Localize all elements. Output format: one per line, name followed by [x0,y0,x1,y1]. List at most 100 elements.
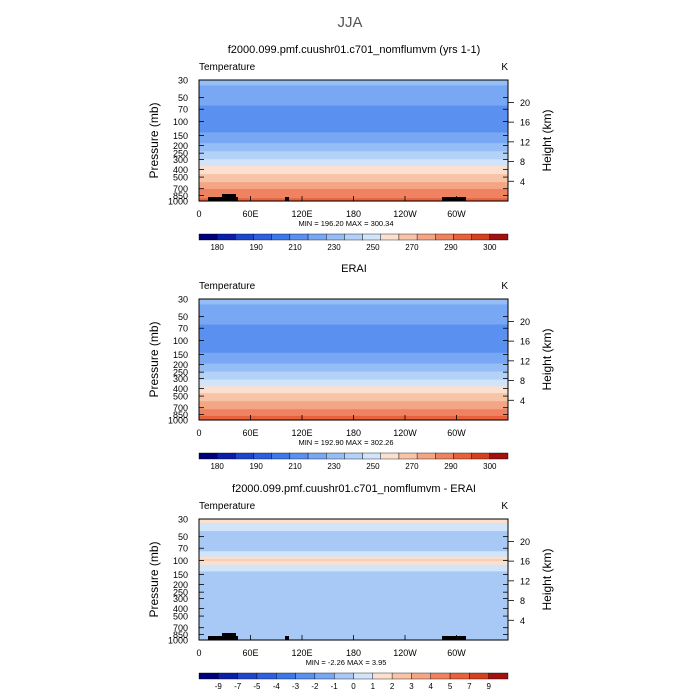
colorbar-swatch [372,672,393,680]
colorbar-label: 270 [405,243,419,252]
contour-band [199,401,508,404]
y-tick-label: 400 [173,165,188,175]
y-tick-label: 850 [173,410,188,420]
x-tick-label: 180 [346,209,361,219]
colorbar-swatch [362,233,381,241]
min-max-stats: MIN = -2.26 MAX = 3.95 [306,658,387,667]
y-tick-label: 100 [173,556,188,566]
colorbar-label: 1 [371,682,376,691]
chart-title: ERAI [341,263,367,275]
contour-band [199,331,508,334]
contour-band [199,94,508,97]
contour-band [199,619,508,622]
contour-band [199,128,508,131]
contour-band [199,105,508,108]
contour-band [199,630,508,633]
contour-band [199,399,508,402]
contour-band [199,397,508,400]
contour-band [199,547,508,550]
contour-band [199,325,508,328]
contour-band [199,556,508,559]
y-tick-label: 250 [173,368,188,378]
y2-tick-label: 8 [520,376,525,386]
colorbar-swatch [435,233,454,241]
colorbar-label: 180 [210,243,224,252]
contour-band [199,125,508,128]
contour-band [199,167,508,170]
contour-band [199,406,508,409]
contour-band [199,371,508,374]
contour-band [199,543,508,546]
contour-band [199,316,508,319]
contour-band [199,328,508,331]
contour-band [199,356,508,359]
contour-band [199,567,508,570]
contour-band [199,343,508,346]
colorbar-swatch [489,233,509,241]
x-tick-label: 60W [447,209,466,219]
contour-band [199,335,508,338]
contour-band [199,615,508,618]
contour-band [199,315,508,318]
contour-band [199,584,508,587]
y2-tick-label: 8 [520,596,525,606]
contour-band [199,372,508,375]
contour-fill [199,80,508,202]
colorbar-label: 250 [366,243,380,252]
colorbar-label: 4 [429,682,434,691]
y-axis-label: Pressure (mb) [147,102,161,178]
contour-band [199,108,508,111]
x-tick-label: 60W [447,428,466,438]
colorbar-swatch [430,672,451,680]
colorbar-label: 190 [249,462,263,471]
contour-band [199,139,508,142]
contour-band [199,92,508,95]
y-axis-label: Pressure (mb) [147,541,161,617]
contour-band [199,580,508,583]
contour-band [199,299,508,301]
contour-band [199,363,508,366]
colorbar-swatch [453,452,472,460]
colorbar-label: 210 [288,462,302,471]
contour-band [199,403,508,406]
colorbar-label: 9 [486,682,491,691]
y-tick-label: 400 [173,604,188,614]
colorbar-label: 230 [327,462,341,471]
contour-band [199,364,508,367]
contour-band [199,402,508,405]
contour-band [199,389,508,392]
y-axis-label: Pressure (mb) [147,321,161,397]
colorbar-swatch [380,452,400,460]
contour-band [199,536,508,539]
colorbar-swatch [362,452,381,460]
terrain-mask [226,633,236,640]
contour-band [199,342,508,344]
contour-band [199,332,508,335]
contour-band [199,101,508,104]
contour-band [199,578,508,581]
contour-band [199,183,508,186]
contour-band [199,121,508,124]
terrain-mask [226,194,236,201]
colorbar-label: 3 [409,682,414,691]
y-tick-label: 100 [173,117,188,127]
contour-band [199,374,508,377]
contour-band [199,304,508,307]
y2-tick-label: 20 [520,537,530,547]
colorbar-swatch [216,452,236,460]
units-label: K [501,281,508,292]
contour-band [199,553,508,556]
contour-band [199,521,508,524]
x-tick-label: 0 [196,428,201,438]
x-tick-label: 0 [196,209,201,219]
contour-band [199,535,508,538]
contour-band [199,156,508,159]
contour-band [199,184,508,187]
colorbar-swatch [326,452,345,460]
colorbar-swatch [411,672,431,680]
colorbar-swatch [256,672,277,680]
y2-tick-label: 20 [520,317,530,327]
contour-band [199,309,508,312]
